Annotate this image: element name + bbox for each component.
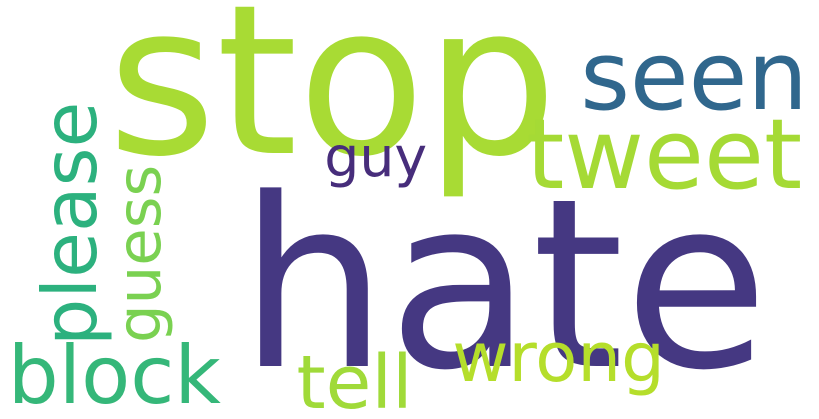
word-guy: guy: [324, 126, 428, 191]
word-hate: hate: [238, 149, 769, 419]
word-wrong: wrong: [452, 318, 665, 399]
word-stop: stop: [107, 0, 558, 203]
word-block: block: [7, 328, 221, 419]
word-tell: tell: [296, 338, 413, 419]
word-please: please: [26, 101, 114, 346]
word-guess: guess: [104, 164, 176, 343]
word-seen: seen: [580, 19, 808, 132]
word-tweet: tweet: [526, 97, 803, 211]
